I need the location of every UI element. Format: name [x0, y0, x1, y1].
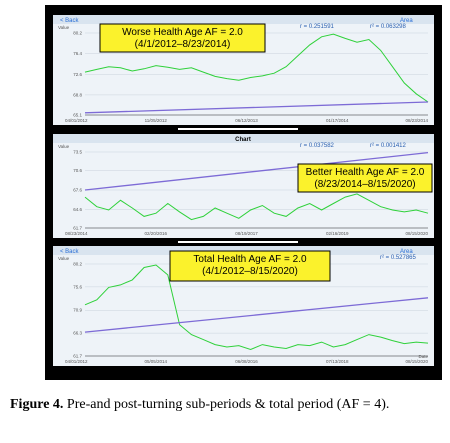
y-tick-label: 80.2 [73, 262, 82, 267]
data-line [84, 264, 429, 351]
data-line [84, 33, 429, 103]
annotation-text: Total Health Age AF = 2.0 [193, 254, 307, 265]
stat-label: r = 0.251591 [300, 24, 335, 30]
scroll-bar [178, 241, 298, 243]
trend-line [84, 101, 429, 114]
stat-label: r² = 0.527865 [380, 255, 417, 261]
stat-label: r = 0.037582 [300, 143, 335, 149]
nav-title: Chart [235, 137, 251, 143]
y-tick-label: 72.6 [73, 72, 82, 77]
y-tick-label: 65.1 [73, 113, 82, 118]
x-tick-label: 08/15/2020 [405, 359, 428, 364]
caption-text: Pre-and post-turning sub-periods & total… [66, 397, 390, 412]
nav-bar [53, 15, 434, 24]
scroll-bar [178, 128, 298, 130]
stat-label: r² = 0.063298 [370, 24, 407, 30]
x-tick-label: 08/19/2017 [235, 231, 258, 236]
y-tick-label: 67.6 [73, 188, 82, 193]
x-tick-label: 11/05/2012 [145, 118, 168, 123]
annotation-text: Better Health Age AF = 2.0 [306, 167, 425, 178]
back-button: < Back [60, 18, 80, 24]
x-tick-label: 05/05/2014 [144, 359, 167, 364]
y-tick-label: 68.8 [73, 92, 82, 97]
y-axis-label: Value [58, 144, 70, 149]
annotation-text: (4/1/2012–8/15/2020) [202, 266, 298, 277]
x-tick-label: 06/12/2013 [235, 118, 258, 123]
trend-line [84, 297, 429, 333]
y-tick-label: 76.4 [73, 51, 82, 56]
stat-label: r² = 0.001412 [370, 143, 407, 149]
area-button: Area [400, 18, 413, 24]
annotation-box [297, 163, 433, 193]
x-tick-label: 08/15/2020 [405, 231, 428, 236]
y-tick-label: 75.6 [73, 284, 82, 289]
x-tick-label: 06/08/2016 [235, 359, 258, 364]
x-tick-label: 07/13/2018 [326, 359, 349, 364]
y-tick-label: 61.7 [73, 354, 82, 359]
x-tick-label: 08/23/2014 [405, 118, 428, 123]
nav-bar [53, 134, 434, 143]
y-tick-label: 61.7 [73, 226, 82, 231]
x-axis-label: Date [418, 354, 428, 359]
data-line [84, 193, 429, 221]
back-button: < Back [60, 249, 80, 255]
annotation-text: (4/1/2012–8/23/2014) [135, 39, 231, 50]
caption-label: Figure 4. [10, 397, 64, 412]
y-tick-label: 66.3 [73, 331, 82, 336]
annotation-text: Worse Health Age AF = 2.0 [122, 27, 243, 38]
annotation-box [99, 23, 266, 53]
y-tick-label: 73.5 [73, 150, 82, 155]
y-axis-label: Value [58, 256, 70, 261]
area-button: Area [400, 249, 413, 255]
x-tick-label: 02/20/2016 [144, 231, 167, 236]
x-tick-label: 04/01/2012 [65, 359, 88, 364]
annotation-text: (8/23/2014–8/15/2020) [314, 179, 415, 190]
y-tick-label: 80.2 [73, 31, 82, 36]
annotation-box [169, 250, 331, 282]
x-tick-label: 08/23/2014 [65, 231, 88, 236]
y-tick-label: 64.6 [73, 207, 82, 212]
caption: Figure 4. Pre-and post-turning sub-perio… [10, 396, 442, 413]
y-tick-label: 70.6 [73, 168, 82, 173]
screenshot: < Back Area Value 65.1 68.8 72.6 76.4 80.2 04/01… [45, 5, 442, 380]
trend-line [84, 151, 429, 191]
y-axis-label: Value [58, 25, 70, 30]
x-tick-label: 02/16/2019 [326, 231, 349, 236]
x-tick-label: 04/01/2012 [65, 118, 88, 123]
x-tick-label: 01/17/2014 [326, 118, 349, 123]
y-tick-label: 70.9 [73, 308, 82, 313]
